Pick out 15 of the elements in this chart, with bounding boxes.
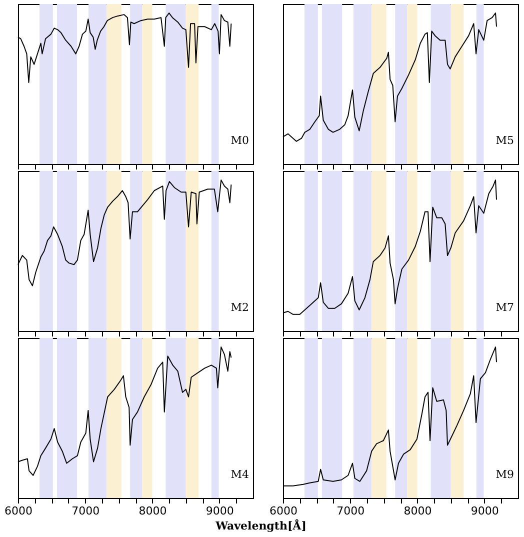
x-axis-title: Wavelength[Å] (214, 518, 306, 532)
x-tick-label: 6000 (4, 504, 32, 518)
annotation: M0 (230, 134, 249, 147)
x-tick-label: 6000 (270, 504, 298, 518)
x-tick-label: 9000 (470, 504, 499, 518)
x-tick-label: 9000 (206, 504, 234, 518)
annotation: M4 (230, 468, 249, 481)
annotation: M5 (496, 134, 514, 147)
x-tick-label: 8000 (404, 504, 432, 518)
annotation: M2 (230, 301, 249, 314)
annotation: M9 (496, 468, 514, 481)
x-tick-label: 7000 (336, 504, 365, 518)
annotation: M7 (496, 301, 514, 314)
x-tick-label: 8000 (138, 504, 167, 518)
x-tick-label: 7000 (72, 504, 100, 518)
